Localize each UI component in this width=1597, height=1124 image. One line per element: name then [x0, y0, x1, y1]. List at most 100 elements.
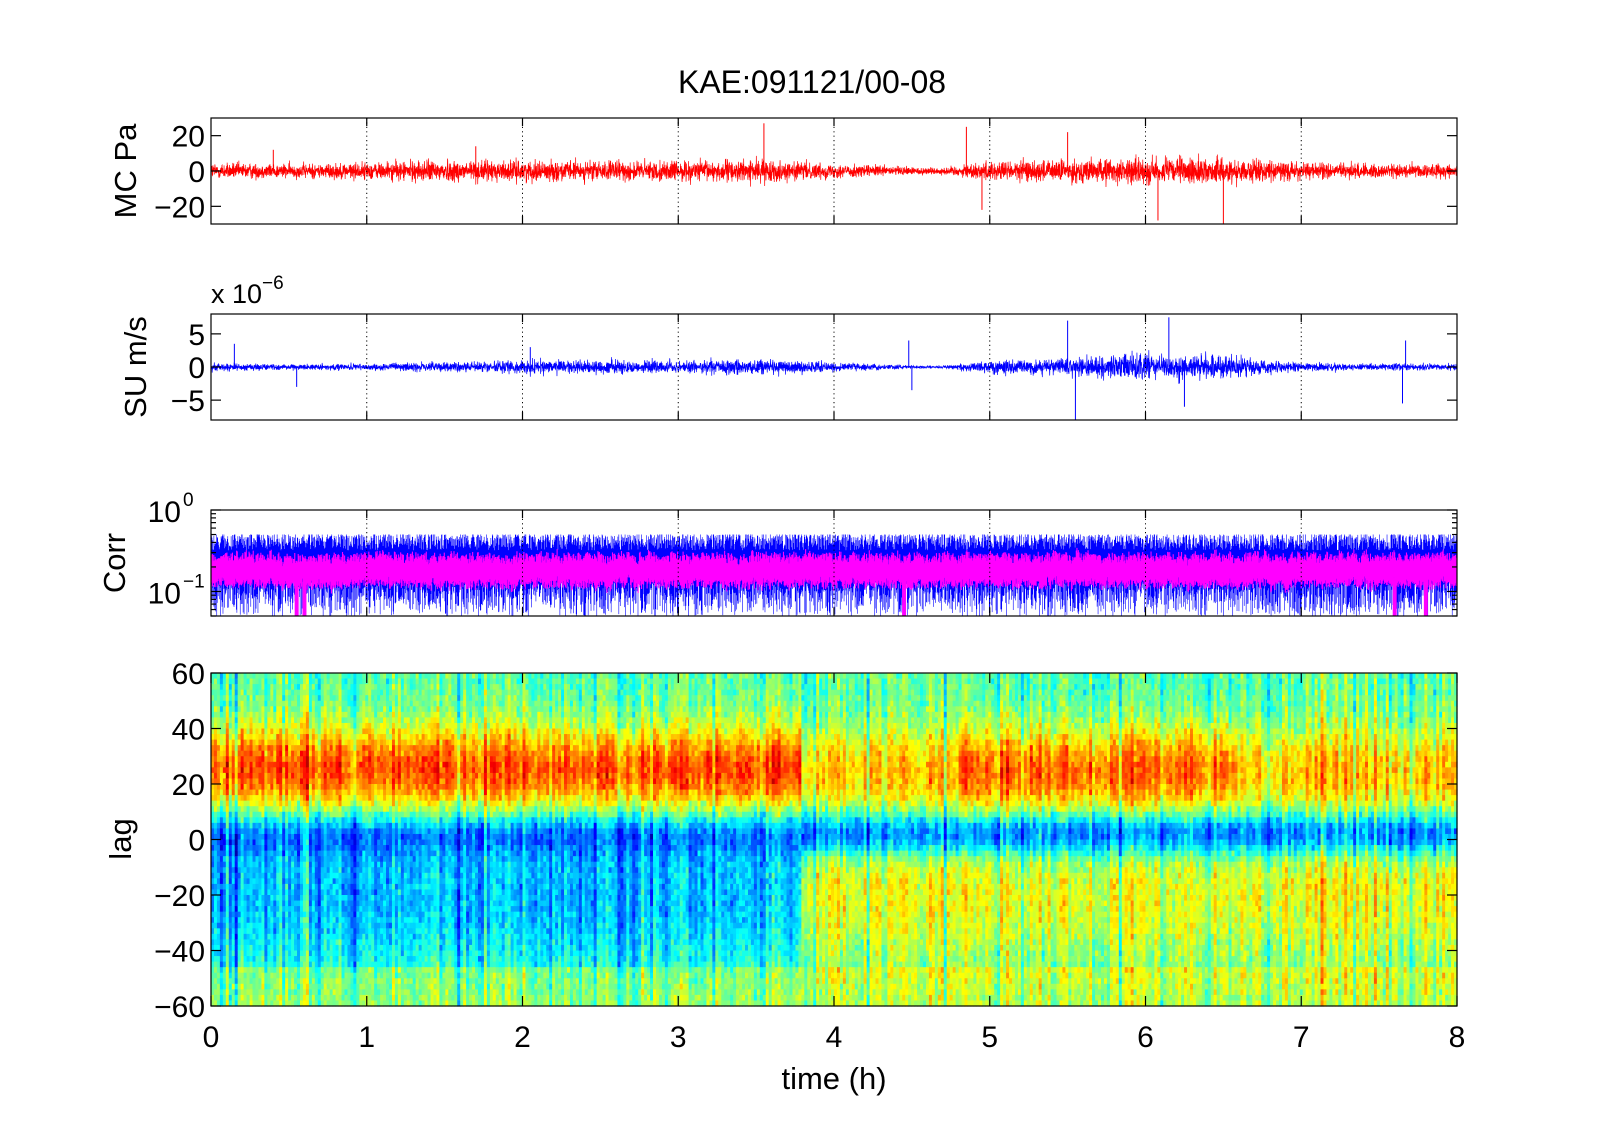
heatmap-cell — [231, 684, 236, 691]
heatmap-cell — [308, 695, 313, 702]
heatmap-cell — [341, 956, 346, 963]
heatmap-cell — [314, 889, 319, 896]
heatmap-cell — [341, 972, 346, 979]
heatmap-cell — [231, 867, 236, 874]
heatmap-cell — [225, 889, 230, 896]
heatmap-cell — [279, 950, 283, 957]
heatmap-cell — [273, 789, 277, 796]
heatmap-cell — [291, 795, 295, 802]
heatmap-cell — [219, 695, 224, 702]
heatmap-cell — [219, 684, 224, 691]
heatmap-cell — [341, 822, 346, 829]
heatmap-cell — [341, 878, 346, 885]
heatmap-cell — [329, 695, 334, 702]
heatmap-cell — [270, 928, 274, 935]
heatmap-cell — [237, 817, 242, 824]
heatmap-cell — [252, 800, 257, 807]
heatmap-cell — [344, 684, 349, 691]
heatmap-cell — [267, 817, 271, 824]
heatmap-cell — [219, 856, 224, 863]
heatmap-cell — [305, 745, 310, 752]
correlation-x-grid — [366, 510, 1302, 616]
heatmap-cell — [323, 756, 328, 763]
heatmap-cell — [249, 711, 254, 718]
heatmap-cell — [252, 756, 257, 763]
heatmap-cell — [317, 994, 322, 1002]
heatmap-cell — [329, 689, 334, 696]
heatmap-cell — [294, 745, 298, 752]
heatmap-cell — [246, 961, 251, 968]
heatmap-cell — [258, 856, 263, 863]
heatmap-cell — [211, 994, 215, 1002]
heatmap-cell — [338, 789, 343, 796]
heatmap-cell — [308, 722, 313, 730]
heatmap-cell — [243, 1000, 248, 1007]
heatmap-cell — [291, 784, 295, 791]
heatmap-cell — [308, 772, 313, 780]
heatmap-cell — [240, 956, 245, 963]
heatmap-cell — [261, 1000, 265, 1007]
heatmap-cell — [305, 922, 310, 929]
heatmap-cell — [264, 845, 268, 852]
heatmap-cell — [267, 822, 271, 829]
heatmap-cell — [243, 917, 248, 924]
heatmap-cell — [213, 900, 218, 907]
heatmap-cell — [261, 895, 265, 902]
heatmap-cell — [323, 917, 328, 924]
heatmap-cell — [341, 950, 346, 957]
heatmap-cell — [273, 689, 277, 696]
heatmap-cell — [234, 778, 239, 785]
heatmap-cell — [228, 872, 233, 879]
heatmap-cell — [305, 845, 310, 852]
heatmap-cell — [267, 939, 271, 946]
heatmap-cell — [294, 950, 298, 957]
heatmap-cell — [291, 861, 295, 868]
heatmap-cell — [317, 756, 322, 763]
heatmap-cell — [231, 889, 236, 896]
heatmap-cell — [302, 811, 307, 818]
heatmap-cell — [258, 795, 263, 802]
heatmap-cell — [335, 750, 340, 757]
heatmap-cell — [291, 828, 295, 835]
heatmap-cell — [335, 767, 340, 774]
heatmap-cell — [231, 1000, 236, 1007]
heatmap-cell — [302, 684, 307, 691]
heatmap-cell — [329, 861, 334, 868]
heatmap-cell — [302, 994, 307, 1002]
heatmap-cell — [243, 728, 248, 735]
heatmap-cell — [216, 950, 221, 957]
heatmap-cell — [222, 811, 227, 818]
heatmap-cell — [341, 900, 346, 907]
heatmap-cell — [297, 845, 301, 852]
heatmap-cell — [231, 817, 236, 824]
heatmap-cell — [323, 944, 328, 952]
heatmap-cell — [282, 678, 286, 685]
heatmap-cell — [264, 784, 268, 791]
heatmap-cell — [291, 867, 295, 874]
heatmap-cell — [344, 867, 349, 874]
heatmap-cell — [246, 839, 251, 846]
heatmap-cell — [213, 939, 218, 946]
heatmap-cell — [288, 706, 292, 713]
heatmap-cell — [211, 700, 215, 707]
heatmap-cell — [311, 684, 316, 691]
heatmap-cell — [344, 956, 349, 963]
heatmap-cell — [311, 944, 316, 952]
heatmap-cell — [273, 845, 277, 852]
heatmap-cell — [231, 695, 236, 702]
heatmap-cell — [258, 928, 263, 935]
heatmap-cell — [317, 822, 322, 829]
heatmap-cell — [264, 817, 268, 824]
heatmap-cell — [297, 861, 301, 868]
heatmap-cell — [323, 961, 328, 968]
heatmap-cell — [297, 806, 301, 813]
heatmap-cell — [273, 745, 277, 752]
correlation-axes-frame — [210, 509, 1458, 617]
heatmap-cell — [305, 850, 310, 857]
heatmap-cell — [270, 939, 274, 946]
heatmap-cell — [276, 828, 280, 835]
heatmap-cell — [258, 845, 263, 852]
heatmap-cell — [234, 972, 239, 979]
heatmap-cell — [240, 967, 245, 974]
heatmap-cell — [231, 772, 236, 780]
